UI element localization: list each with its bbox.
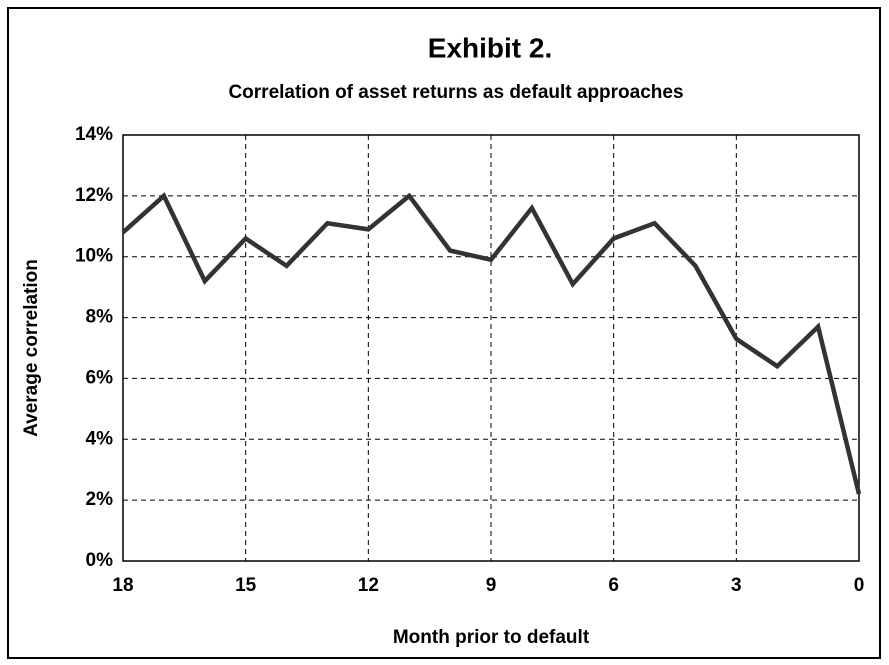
data-line xyxy=(121,192,862,495)
plot-area-border xyxy=(122,134,860,562)
x-tick-label: 3 xyxy=(731,575,742,596)
y-tick-label: 0% xyxy=(86,550,114,571)
x-tick-label: 0 xyxy=(854,575,865,596)
x-tick-label: 6 xyxy=(608,575,619,596)
y-tick-label: 8% xyxy=(86,307,114,328)
y-tick-label: 12% xyxy=(75,185,113,206)
y-tick-label: 2% xyxy=(86,489,114,510)
x-tick-label: 18 xyxy=(112,575,133,596)
x-tick-label: 9 xyxy=(486,575,497,596)
x-tick-label: 15 xyxy=(235,575,257,596)
y-tick-label: 10% xyxy=(75,246,113,267)
x-tick-label: 12 xyxy=(358,575,379,596)
y-tick-label: 4% xyxy=(86,428,114,449)
y-tick-label: 6% xyxy=(86,367,114,388)
y-tick-label: 14% xyxy=(75,124,113,145)
y-axis-label: Average correlation xyxy=(21,259,42,437)
chart-subtitle: Correlation of asset returns as default … xyxy=(228,82,683,103)
x-axis-label: Month prior to default xyxy=(393,627,590,648)
chart-title: Exhibit 2. xyxy=(428,32,552,63)
